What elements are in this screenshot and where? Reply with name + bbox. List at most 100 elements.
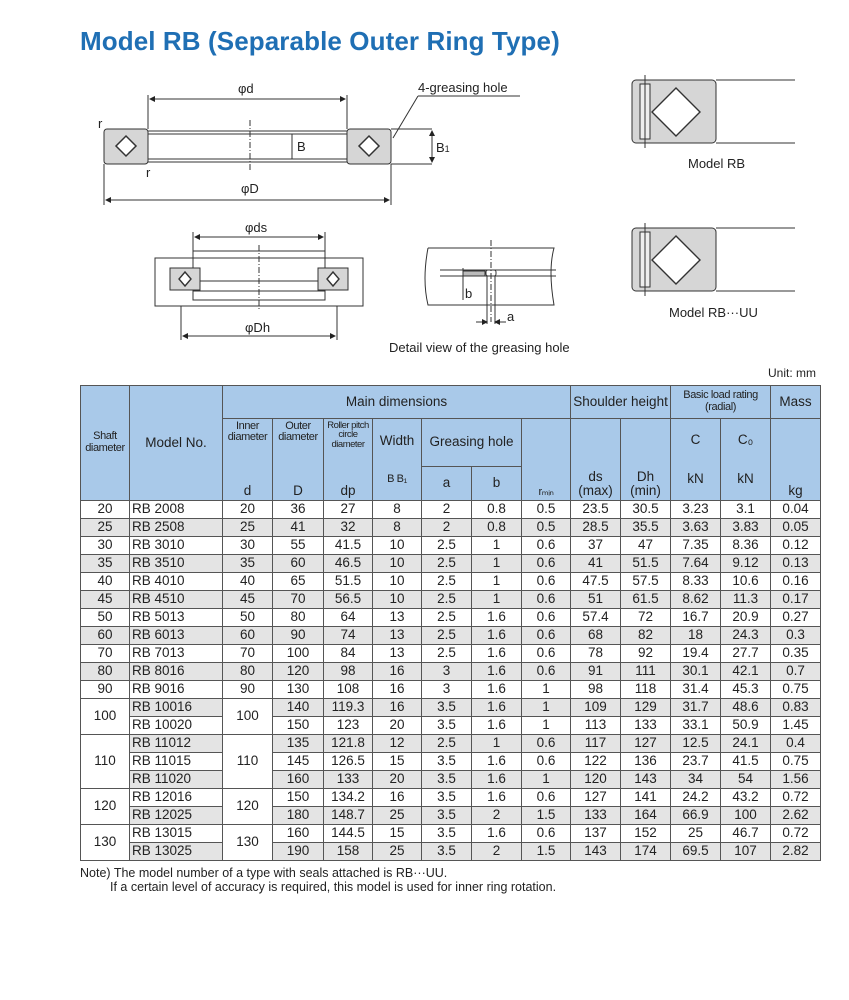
cell-d: 25 [222, 518, 273, 537]
cell-dp: 148.7 [323, 806, 373, 825]
cell-D: 60 [272, 554, 324, 573]
cell-dp: 56.5 [323, 590, 373, 609]
cell-dp: 74 [323, 626, 373, 645]
cell-dp: 64 [323, 608, 373, 627]
cell-shaft: 100 [80, 698, 130, 735]
cell-mass: 1.56 [770, 770, 822, 789]
table-row: RB 11020 160 133 20 3.5 1.6 1 120 143 34 54 1.56 [81, 770, 849, 789]
cell-ds: 51 [570, 590, 622, 609]
cell-B: 13 [372, 608, 422, 627]
cell-d: 45 [222, 590, 273, 609]
cell-rmin: 0.6 [520, 662, 572, 681]
cell-Dh: 72 [620, 608, 672, 627]
cell-C: 8.62 [670, 590, 722, 609]
header-shoulder-height: Shoulder height [570, 385, 672, 419]
cell-ds: 78 [570, 644, 622, 663]
cell-b: 1.6 [471, 644, 522, 663]
cell-rmin: 0.6 [520, 824, 572, 843]
cell-dp: 27 [323, 500, 373, 519]
cell-C: 33.1 [670, 716, 722, 735]
cell-C0: 8.36 [720, 536, 772, 555]
footnote: Note) The model number of a type with se… [80, 866, 556, 894]
cell-B: 8 [372, 518, 422, 537]
cell-C0: 48.6 [720, 698, 772, 717]
cell-ds: 57.4 [570, 608, 622, 627]
table-row: 35 RB 3510 35 60 46.5 10 2.5 1 0.6 41 51.5 7.64 9.12… [80, 554, 849, 573]
cell-D: 135 [272, 734, 324, 753]
cell-mass: 0.3 [770, 626, 822, 645]
header-b: b [471, 466, 522, 501]
cell-ds: 127 [570, 788, 622, 807]
cell-rmin: 1 [520, 680, 572, 699]
cell-d: 130 [222, 824, 273, 861]
cell-model: RB 11020 [129, 770, 223, 789]
cell-C0: 3.1 [720, 500, 772, 519]
cell-Dh: 152 [620, 824, 672, 843]
table-row: 80 RB 8016 80 120 98 16 3 1.6 0.6 91 111 30.1 42.1 0.… [80, 662, 849, 681]
cell-D: 100 [272, 644, 324, 663]
cell-mass: 0.7 [770, 662, 822, 681]
cell-C: 3.23 [670, 500, 722, 519]
cell-model: RB 8016 [129, 662, 223, 681]
cell-C0: 45.3 [720, 680, 772, 699]
cell-d: 80 [222, 662, 273, 681]
cell-ds: 28.5 [570, 518, 622, 537]
cell-model: RB 6013 [129, 626, 223, 645]
cell-D: 130 [272, 680, 324, 699]
cell-dp: 133 [323, 770, 373, 789]
table-row: 25 RB 2508 25 41 32 8 2 0.8 0.5 28.5 35.5 3.63 3.83 0… [80, 518, 849, 537]
cell-D: 190 [272, 842, 324, 861]
header-a: a [421, 466, 472, 501]
cell-b: 1.6 [471, 662, 522, 681]
table-row: 60 RB 6013 60 90 74 13 2.5 1.6 0.6 68 82 18 24.3 0.3 [80, 626, 849, 645]
cell-Dh: 136 [620, 752, 672, 771]
cell-Dh: 111 [620, 662, 672, 681]
cell-C: 19.4 [670, 644, 722, 663]
cell-C: 34 [670, 770, 722, 789]
cell-D: 90 [272, 626, 324, 645]
cell-ds: 47.5 [570, 572, 622, 591]
cell-C: 31.4 [670, 680, 722, 699]
cell-d: 90 [222, 680, 273, 699]
table-row: 20 RB 2008 20 36 27 8 2 0.8 0.5 23.5 30.5 3.23 3.1 0.… [80, 500, 849, 519]
cell-D: 80 [272, 608, 324, 627]
cell-C0: 50.9 [720, 716, 772, 735]
cell-a: 3.5 [421, 716, 472, 735]
header-greasing-hole: Greasing hole [421, 418, 522, 467]
label-model-rbuu: Model RB···UU [669, 305, 758, 320]
cell-b: 0.8 [471, 500, 522, 519]
cell-dp: 134.2 [323, 788, 373, 807]
cell-rmin: 1.5 [520, 806, 572, 825]
cell-a: 2.5 [421, 590, 472, 609]
cell-model: RB 11012 [129, 734, 223, 753]
cell-Dh: 35.5 [620, 518, 672, 537]
cell-a: 2.5 [421, 626, 472, 645]
header-ds: ds (max) [570, 418, 622, 501]
cell-D: 140 [272, 698, 324, 717]
cell-shaft: 120 [80, 788, 130, 825]
cell-C: 7.64 [670, 554, 722, 573]
header-model-no: Model No. [129, 385, 223, 501]
header-Dh: Dh (min) [620, 418, 672, 501]
cell-b: 1.6 [471, 770, 522, 789]
header-main-dimensions: Main dimensions [221, 385, 572, 419]
cell-B: 13 [372, 626, 422, 645]
cell-shaft: 30 [80, 536, 130, 555]
cell-B: 10 [372, 590, 422, 609]
label-r-top: r [98, 116, 103, 131]
cell-mass: 0.17 [770, 590, 822, 609]
cell-shaft: 110 [80, 734, 130, 789]
cell-C0: 24.1 [720, 734, 772, 753]
cell-ds: 117 [570, 734, 622, 753]
cell-Dh: 141 [620, 788, 672, 807]
cell-b: 1.6 [471, 608, 522, 627]
cell-ds: 122 [570, 752, 622, 771]
cell-ds: 109 [570, 698, 622, 717]
cell-C: 25 [670, 824, 722, 843]
cell-rmin: 1 [520, 716, 572, 735]
cell-mass: 0.12 [770, 536, 822, 555]
cell-Dh: 30.5 [620, 500, 672, 519]
label-model-rb: Model RB [688, 156, 745, 171]
cell-a: 2.5 [421, 572, 472, 591]
cell-a: 2.5 [421, 644, 472, 663]
